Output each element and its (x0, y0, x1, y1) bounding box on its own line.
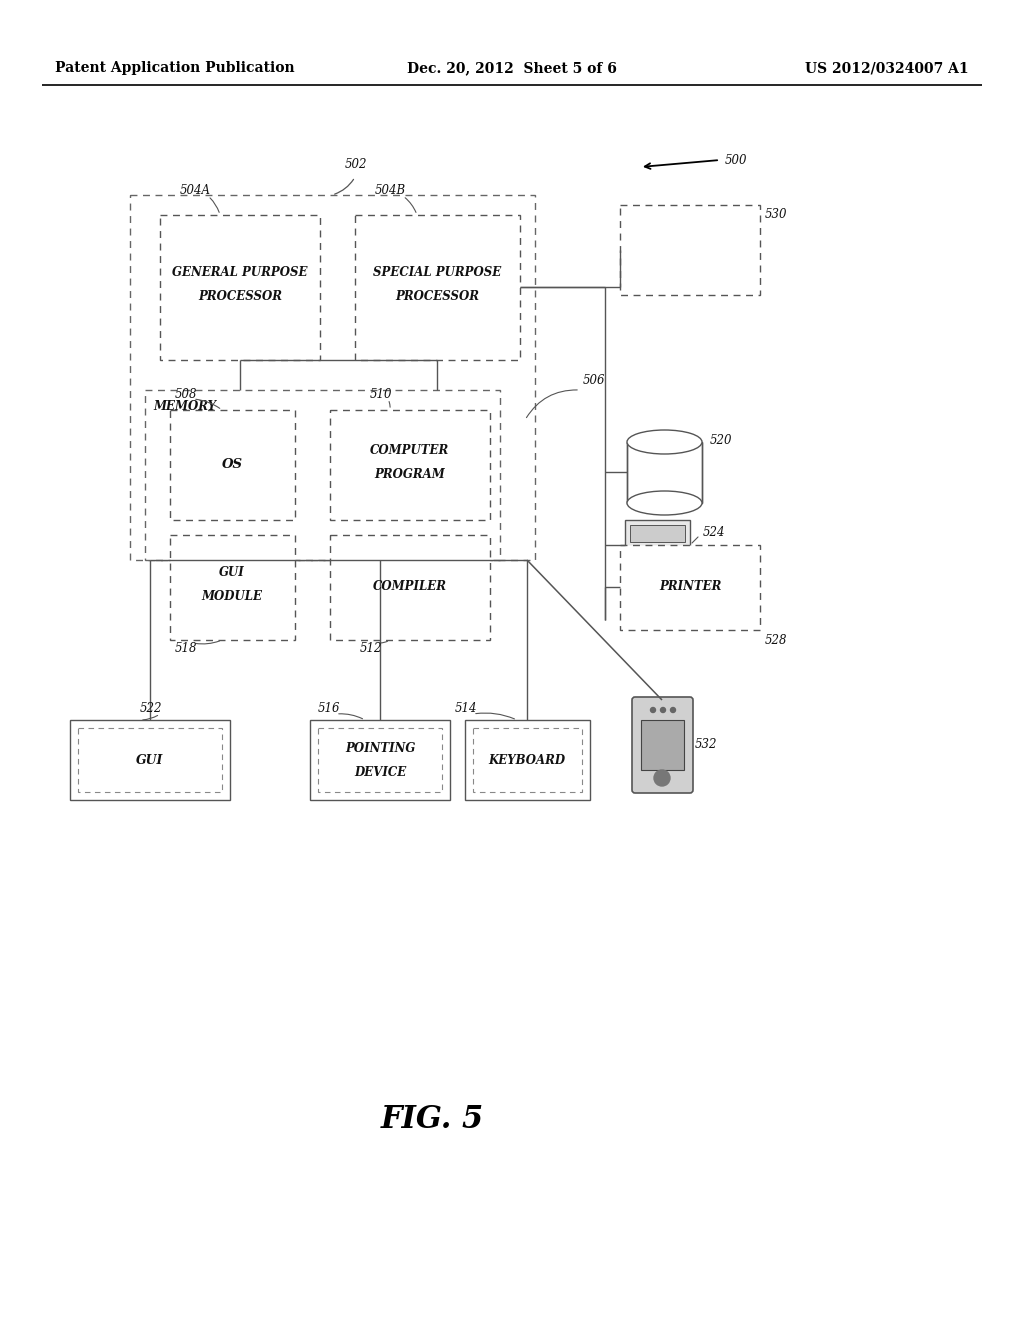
Circle shape (654, 770, 670, 785)
Circle shape (660, 708, 666, 713)
Bar (465, 719, 590, 800)
Text: DEVICE: DEVICE (354, 766, 407, 779)
Ellipse shape (627, 491, 702, 515)
Text: 532: 532 (695, 738, 718, 751)
Bar (170, 535, 295, 640)
Text: COMPILER: COMPILER (373, 581, 447, 594)
Text: 504A: 504A (180, 183, 211, 197)
Bar (70, 719, 230, 800)
Ellipse shape (627, 430, 702, 454)
Text: GUI: GUI (219, 566, 245, 579)
Text: GENERAL PURPOSE: GENERAL PURPOSE (172, 267, 308, 280)
Text: GUI: GUI (136, 754, 164, 767)
Text: 516: 516 (318, 701, 341, 714)
Bar (330, 411, 490, 520)
Text: 512: 512 (360, 642, 383, 655)
Text: MODULE: MODULE (202, 590, 262, 603)
Bar (355, 215, 520, 360)
Bar (130, 195, 535, 560)
Bar (78, 729, 222, 792)
Bar (310, 719, 450, 800)
Text: COMPUTER: COMPUTER (371, 445, 450, 458)
Text: 500: 500 (725, 153, 748, 166)
Text: 506: 506 (583, 374, 605, 387)
Bar (170, 411, 295, 520)
Text: 528: 528 (765, 634, 787, 647)
Text: PROGRAM: PROGRAM (375, 469, 445, 482)
Text: KEYBOARD: KEYBOARD (488, 754, 565, 767)
Text: 520: 520 (710, 433, 732, 446)
Text: 524: 524 (703, 525, 725, 539)
Text: Patent Application Publication: Patent Application Publication (55, 61, 295, 75)
Bar (160, 215, 319, 360)
Text: PRINTER: PRINTER (658, 581, 721, 594)
Text: 502: 502 (345, 158, 368, 172)
Text: 510: 510 (370, 388, 392, 400)
Text: POINTING: POINTING (345, 742, 415, 755)
Text: 530: 530 (765, 209, 787, 222)
Bar (145, 389, 500, 560)
Circle shape (671, 708, 676, 713)
Text: PROCESSOR: PROCESSOR (395, 290, 479, 304)
Text: OS: OS (221, 458, 243, 471)
Text: PROCESSOR: PROCESSOR (198, 290, 282, 304)
Text: FIG. 5: FIG. 5 (380, 1105, 483, 1135)
Circle shape (650, 708, 655, 713)
Bar (620, 205, 760, 294)
Bar (330, 535, 490, 640)
Text: 518: 518 (175, 642, 198, 655)
Text: US 2012/0324007 A1: US 2012/0324007 A1 (805, 61, 969, 75)
Bar (620, 545, 760, 630)
Bar (473, 729, 582, 792)
Text: 504B: 504B (375, 183, 407, 197)
Text: SPECIAL PURPOSE: SPECIAL PURPOSE (373, 267, 501, 280)
Text: 514: 514 (455, 701, 477, 714)
Bar (625, 520, 690, 570)
Bar (630, 525, 685, 543)
Text: MEMORY: MEMORY (153, 400, 216, 412)
Bar (627, 442, 702, 503)
Bar (318, 729, 442, 792)
Text: 522: 522 (140, 701, 163, 714)
FancyBboxPatch shape (632, 697, 693, 793)
Text: Dec. 20, 2012  Sheet 5 of 6: Dec. 20, 2012 Sheet 5 of 6 (408, 61, 616, 75)
Bar (641, 719, 684, 770)
Text: 508: 508 (175, 388, 198, 400)
